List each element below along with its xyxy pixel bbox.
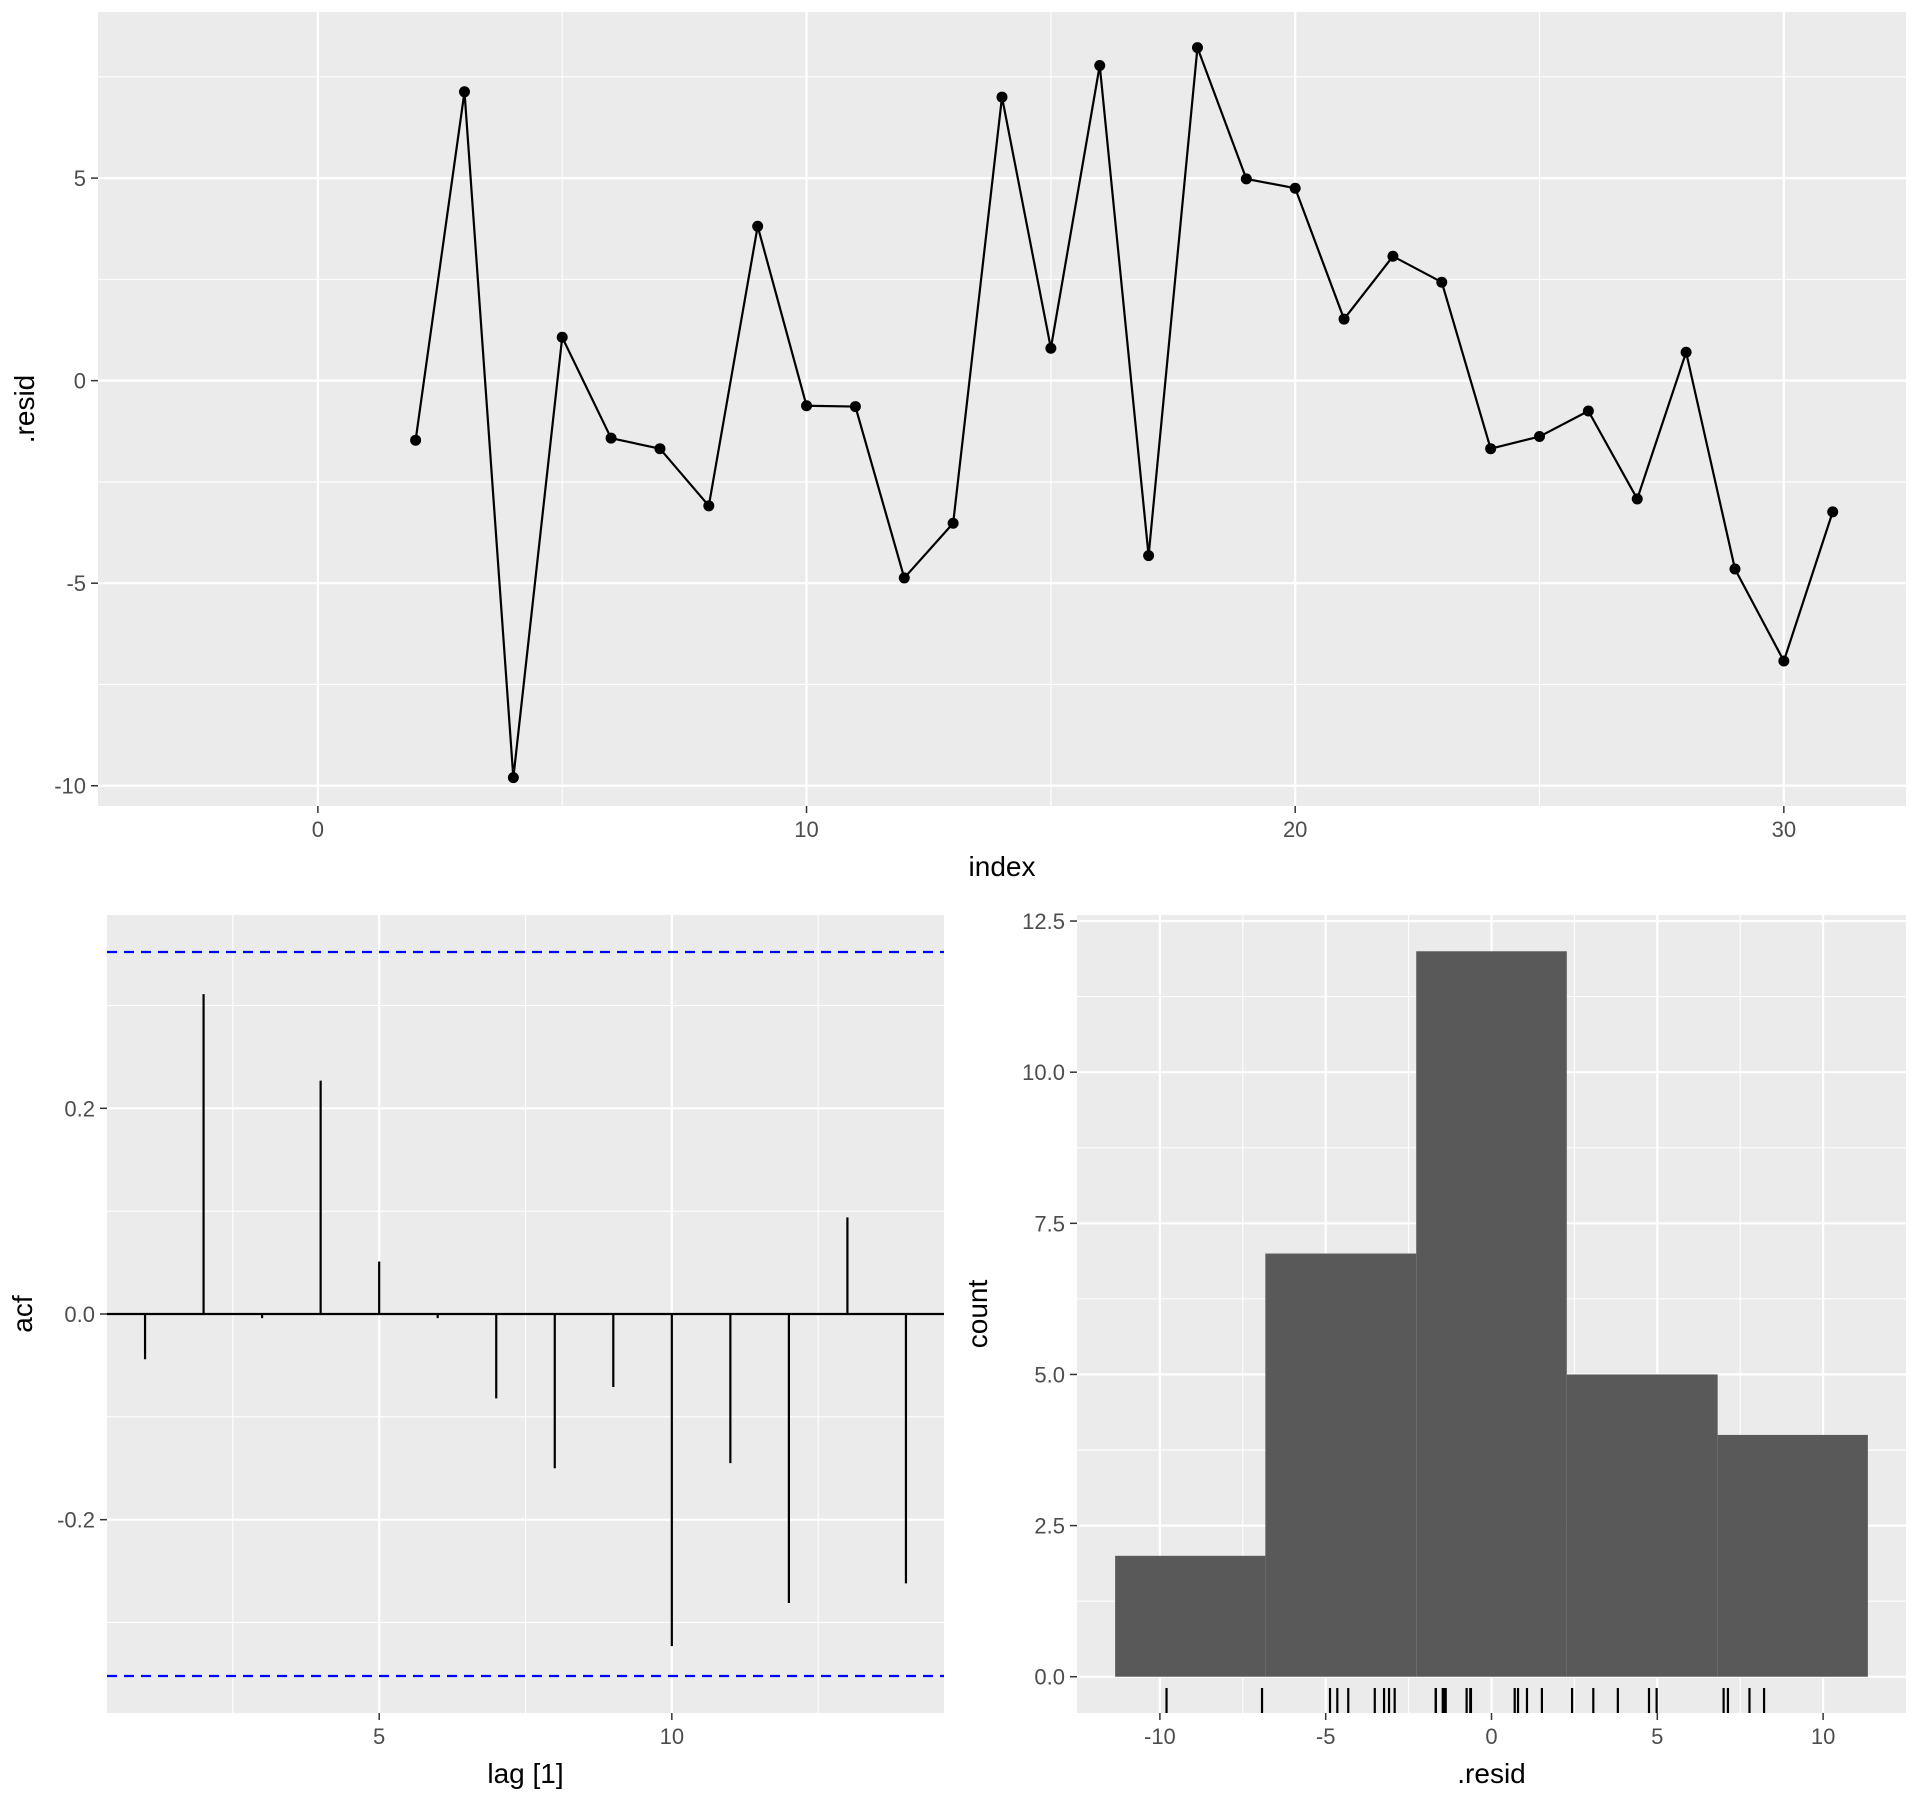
residual-panel-background [98, 12, 1906, 806]
residual-point [654, 443, 666, 455]
x-tick-label: -5 [1316, 1724, 1336, 1749]
y-tick-label: 12.5 [1022, 909, 1065, 934]
y-tick-label: -5 [66, 571, 86, 596]
x-tick-label: 30 [1772, 817, 1796, 842]
x-tick-label: 0 [1485, 1724, 1497, 1749]
residual-point [849, 401, 861, 413]
residual-point [1387, 250, 1399, 262]
residual-point [1778, 655, 1790, 667]
histogram-bar [1265, 1253, 1417, 1677]
acf-tick-labels: 5 10 -0.2 0.0 0.2 [57, 1096, 684, 1749]
residual-series [410, 42, 1839, 784]
residual-point [898, 572, 910, 584]
histogram-bar [1115, 1555, 1266, 1677]
histogram-y-axis-title: count [962, 1280, 993, 1349]
y-tick-label: -0.2 [57, 1508, 95, 1533]
x-tick-label: 20 [1283, 817, 1307, 842]
histogram-bars [1115, 951, 1868, 1713]
residual-point [1680, 346, 1692, 358]
acf-plot: 5 10 -0.2 0.0 0.2 lag [1] acf [7, 915, 944, 1789]
residual-tick-labels: 0 10 20 30 -10 -5 0 5 [54, 166, 1796, 842]
residual-point [996, 91, 1008, 103]
residual-point [1191, 42, 1203, 54]
x-tick-label: -10 [1144, 1724, 1176, 1749]
x-tick-label: 10 [660, 1724, 684, 1749]
acf-spikes [107, 950, 944, 1678]
residual-x-axis-title: index [969, 851, 1036, 882]
histogram-bar [1566, 1374, 1718, 1677]
residual-histogram: -10 -5 0 5 10 0.0 2.5 5.0 7.5 10.0 12.5 .resid cou… [962, 909, 1906, 1789]
residual-line [414, 46, 1834, 779]
x-tick-label: 5 [373, 1724, 385, 1749]
residual-point [1436, 276, 1448, 288]
residual-point [1094, 59, 1106, 71]
histogram-tick-labels: -10 -5 0 5 10 0.0 2.5 5.0 7.5 10.0 12.5 [1022, 909, 1835, 1749]
residual-point [1534, 431, 1546, 443]
y-tick-label: 0.0 [64, 1302, 95, 1327]
residual-point [605, 432, 617, 444]
residual-point [1045, 342, 1057, 354]
histogram-bar [1717, 1434, 1868, 1677]
residual-point [1729, 563, 1741, 575]
residual-point [507, 772, 519, 784]
residual-point [1631, 493, 1643, 505]
acf-x-axis-title: lag [1] [487, 1758, 563, 1789]
histogram-bar [1416, 951, 1567, 1677]
x-tick-label: 10 [1811, 1724, 1835, 1749]
residual-point [1240, 173, 1252, 185]
residual-point [410, 434, 422, 446]
residual-point [703, 500, 715, 512]
residual-point [1289, 182, 1301, 194]
x-tick-label: 0 [312, 817, 324, 842]
residual-point [1338, 313, 1350, 325]
residual-point [801, 400, 813, 412]
y-tick-label: 0.2 [64, 1096, 95, 1121]
y-tick-label: 0.0 [1034, 1665, 1065, 1690]
residual-point [947, 517, 959, 529]
residual-time-plot: 0 10 20 30 -10 -5 0 5 index .resid [9, 12, 1906, 882]
residual-point [1143, 550, 1155, 562]
y-tick-label: 0 [74, 369, 86, 394]
y-tick-label: 10.0 [1022, 1060, 1065, 1085]
residual-point [458, 86, 470, 98]
acf-y-axis-title: acf [7, 1295, 38, 1333]
y-tick-label: 2.5 [1034, 1514, 1065, 1539]
x-tick-label: 10 [794, 817, 818, 842]
histogram-x-axis-title: .resid [1457, 1758, 1525, 1789]
y-tick-label: 5 [74, 166, 86, 191]
residual-point [1485, 443, 1497, 455]
residual-point [556, 331, 568, 343]
residual-point [1582, 405, 1594, 417]
x-tick-label: 5 [1651, 1724, 1663, 1749]
residual-y-axis-title: .resid [9, 375, 40, 443]
residual-point [1827, 506, 1839, 518]
y-tick-label: 7.5 [1034, 1211, 1065, 1236]
y-tick-label: 5.0 [1034, 1362, 1065, 1387]
residual-point [752, 220, 764, 232]
y-tick-label: -10 [54, 774, 86, 799]
